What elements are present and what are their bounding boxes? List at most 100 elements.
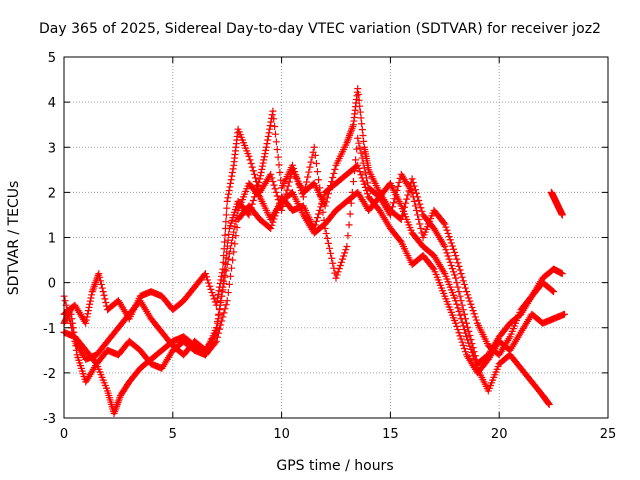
data-point (456, 332, 464, 340)
data-point (220, 271, 228, 279)
data-point (222, 301, 230, 309)
data-point (456, 266, 464, 274)
data-point (358, 120, 366, 128)
data-point (273, 146, 281, 154)
data-point (208, 289, 216, 297)
data-point (201, 270, 209, 278)
data-point (85, 303, 93, 311)
data-point (447, 261, 455, 269)
data-point (220, 309, 228, 317)
data-point (443, 226, 451, 234)
data-point (356, 144, 364, 152)
data-point (277, 176, 285, 184)
x-tick-label: 5 (169, 427, 177, 442)
data-point (469, 307, 477, 315)
data-point (356, 108, 364, 116)
data-point (61, 297, 69, 305)
data-point (315, 210, 323, 218)
data-point (260, 156, 268, 164)
data-point (460, 345, 468, 353)
data-point (86, 297, 94, 305)
data-point (84, 307, 92, 315)
data-point (290, 164, 298, 172)
data-point (95, 270, 103, 278)
data-point (102, 298, 110, 306)
data-point (205, 279, 213, 287)
data-point (87, 294, 95, 302)
data-point (469, 352, 477, 360)
data-point (226, 272, 234, 280)
data-point (245, 152, 253, 160)
data-point (317, 192, 325, 200)
data-point (391, 195, 399, 203)
data-point (304, 173, 312, 181)
data-point (357, 171, 365, 179)
data-point (459, 306, 467, 314)
data-point (455, 308, 463, 316)
data-point (267, 170, 275, 178)
data-point (404, 191, 412, 199)
data-point (262, 143, 270, 151)
data-point (471, 313, 479, 321)
data-point (265, 129, 273, 137)
data-point (453, 255, 461, 263)
data-point (258, 165, 266, 173)
data-point (276, 169, 284, 177)
data-point (318, 200, 326, 208)
data-point (314, 168, 322, 176)
data-point (457, 270, 465, 278)
data-point (360, 164, 368, 172)
data-point (460, 326, 468, 334)
x-tick-label: 15 (382, 427, 399, 442)
data-point (545, 400, 553, 408)
data-point (291, 168, 299, 176)
data-point (230, 248, 238, 256)
data-point (454, 304, 462, 312)
data-point (395, 178, 403, 186)
data-point (364, 179, 372, 187)
data-point (452, 297, 460, 305)
data-point (545, 400, 553, 408)
data-point (212, 328, 220, 336)
x-axis-label: GPS time / hours (276, 458, 393, 474)
y-tick-label: 1 (48, 232, 56, 247)
data-point (336, 261, 344, 269)
data-point (254, 182, 262, 190)
data-point (348, 188, 356, 196)
data-point (292, 171, 300, 179)
data-point (349, 178, 357, 186)
data-point (229, 165, 237, 173)
data-point (443, 249, 451, 257)
data-point (260, 153, 268, 161)
data-point (417, 224, 425, 232)
data-point (560, 310, 568, 318)
data-point (331, 165, 339, 173)
data-point (393, 187, 401, 195)
data-point (82, 319, 90, 327)
data-point (461, 329, 469, 337)
data-point (450, 245, 458, 253)
data-point (257, 169, 265, 177)
data-point (329, 173, 337, 181)
data-point (471, 358, 479, 366)
data-point (256, 175, 264, 183)
data-point (442, 246, 450, 254)
data-point (558, 211, 566, 219)
data-point (410, 197, 418, 205)
x-tick-label: 20 (491, 427, 508, 442)
data-point (459, 277, 467, 285)
data-point (225, 187, 233, 195)
data-point (357, 149, 365, 157)
data-point (272, 138, 280, 146)
data-point (458, 338, 466, 346)
data-point (311, 151, 319, 159)
data-point (270, 181, 278, 189)
data-point (214, 319, 222, 327)
data-point (88, 291, 96, 299)
data-point (463, 288, 471, 296)
data-point (321, 224, 329, 232)
data-point (249, 196, 257, 204)
data-point (270, 115, 278, 123)
data-point (339, 255, 347, 263)
data-point (223, 248, 231, 256)
